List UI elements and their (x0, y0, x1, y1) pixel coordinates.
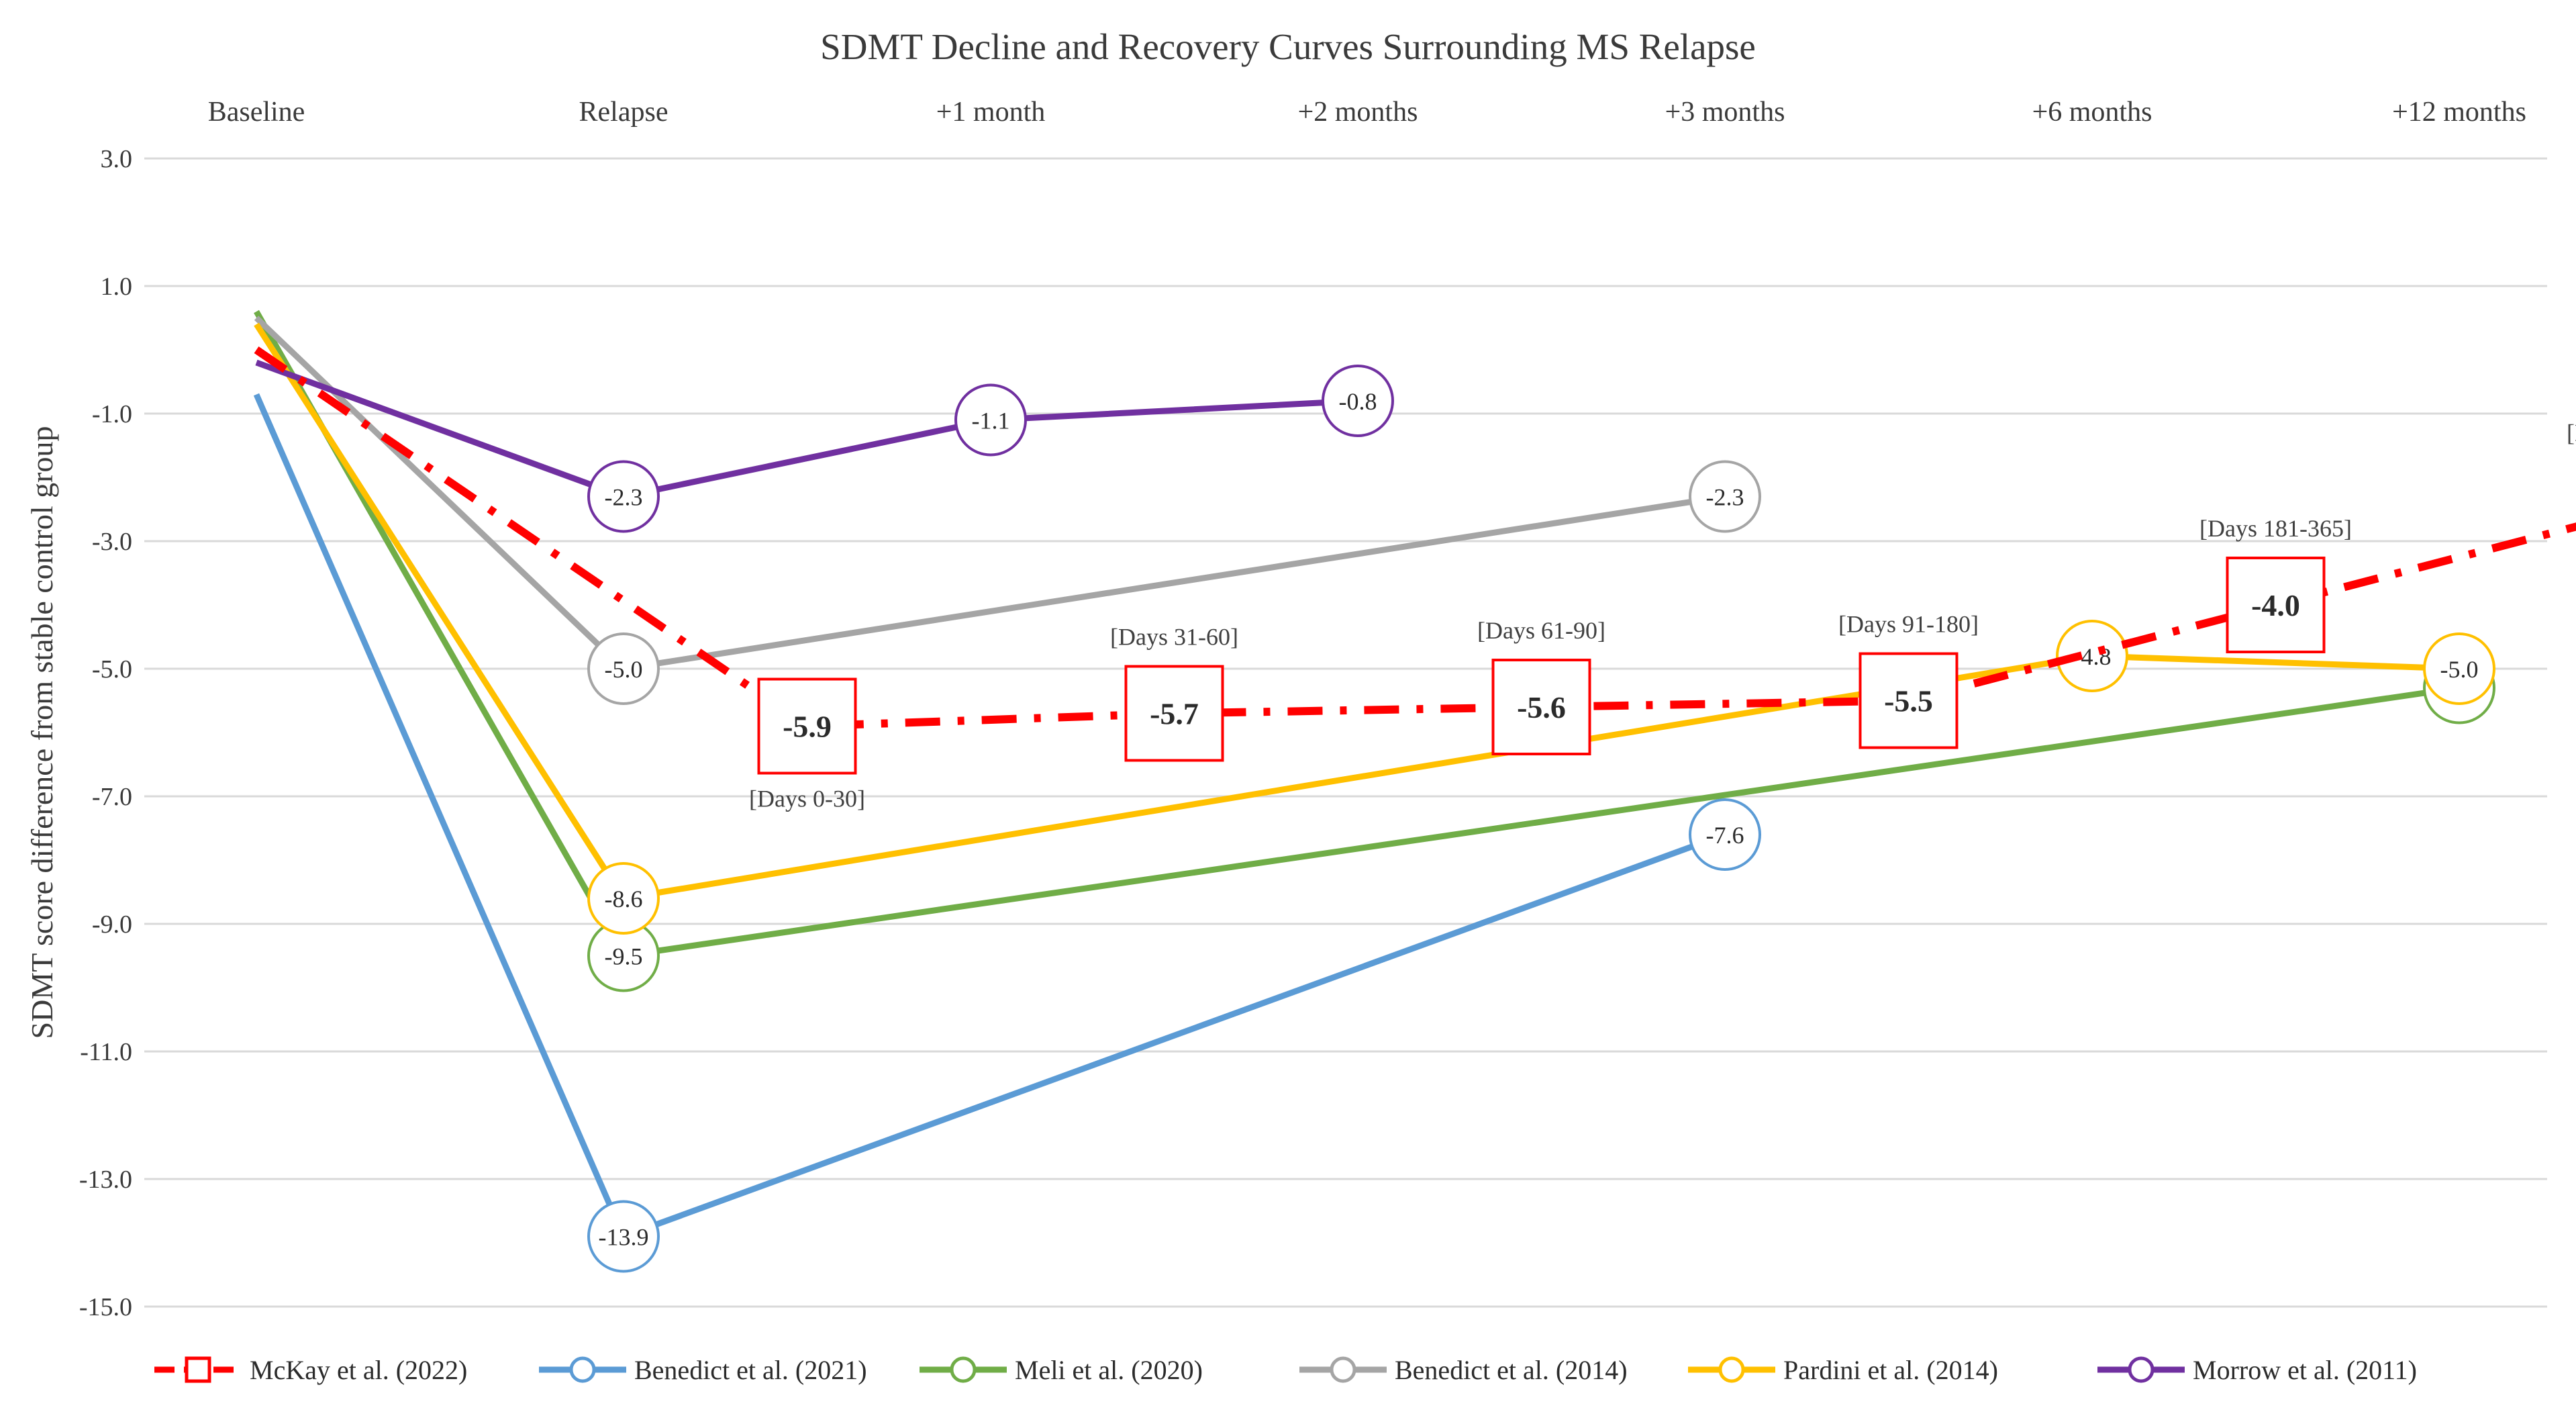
legend-label: Benedict et al. (2014) (1395, 1355, 1628, 1385)
data-label: -5.6 (1517, 690, 1566, 724)
y-tick-label: -9.0 (92, 910, 132, 939)
legend-label: McKay et al. (2022) (250, 1355, 467, 1385)
data-point-marker (1689, 460, 1761, 533)
series-morrow-et-al-2011: -2.3 -1.1 -0.8 (255, 359, 1394, 533)
data-point-marker (954, 383, 1027, 457)
series-line (255, 359, 1358, 500)
days-annotation: [Days 0-30] (749, 786, 865, 812)
data-label: -5.9 (783, 710, 832, 744)
days-annotation: [Days 91-180] (1838, 611, 1979, 638)
legend-item-benedict-et-al-2014: Benedict et al. (2014) (1299, 1355, 1628, 1385)
y-tick-label: -11.0 (80, 1038, 132, 1066)
y-tick-label: -15.0 (79, 1293, 132, 1321)
data-label: -4.0 (2251, 588, 2300, 622)
legend-label: Pardini et al. (2014) (1783, 1355, 1998, 1385)
data-label: -8.6 (605, 886, 643, 912)
data-label: -7.6 (1706, 822, 1744, 849)
legend-swatch-marker (1718, 1356, 1745, 1383)
data-point-marker (1491, 659, 1591, 755)
legend-item-morrow-et-al-2011: Morrow et al. (2011) (2097, 1355, 2417, 1385)
days-annotation: [Days 61-90] (1477, 617, 1605, 644)
category-label-baseline: Baseline (208, 97, 305, 128)
data-label: -9.5 (605, 943, 643, 970)
y-tick-label: -7.0 (92, 783, 132, 811)
y-tick-label: -5.0 (92, 655, 132, 684)
category-label-6-months: +6 months (2032, 97, 2152, 128)
legend-swatch-marker (1330, 1356, 1356, 1383)
category-labels: Baseline Relapse +1 month +2 months +3 month… (208, 97, 2526, 128)
legend-label: Meli et al. (2020) (1015, 1355, 1203, 1385)
y-tick-labels: 3.0 1.0 -1.0 -3.0 -5.0 -7.0 -9.0 -11.0 -13.0 -15.… (79, 145, 132, 1321)
data-label: -1.1 (972, 408, 1010, 434)
y-axis-label: SDMT score difference from stable contro… (25, 426, 59, 1039)
chart-title: SDMT Decline and Recovery Curves Surroun… (820, 26, 1756, 67)
data-point-marker (1124, 665, 1224, 762)
data-label: -2.3 (605, 484, 643, 511)
y-tick-label: 3.0 (101, 145, 133, 173)
category-label-1-month: +1 month (936, 97, 1046, 128)
legend-swatch-marker (569, 1356, 596, 1383)
data-point-marker (757, 677, 857, 775)
data-point-marker (2423, 632, 2495, 705)
data-label: -5.0 (605, 656, 643, 683)
series-benedict-et-al-2014: -5.0 -2.3 (254, 316, 1761, 705)
data-label: -0.8 (1339, 388, 1377, 415)
series-benedict-et-al-2021: -13.9 -7.6 (253, 393, 1761, 1273)
legend-item-meli-et-al-2020: Meli et al. (2020) (920, 1355, 1203, 1385)
grid-layer (144, 157, 2547, 1308)
category-label-3-months: +3 months (1665, 97, 1785, 128)
legend-item-benedict-et-al-2021: Benedict et al. (2021) (539, 1355, 867, 1385)
legend-item-mckay-et-al-2022: McKay et al. (2022) (154, 1355, 467, 1385)
legend-label: Benedict et al. (2021) (634, 1355, 867, 1385)
data-point-marker (2056, 620, 2128, 692)
data-point-marker (1689, 798, 1761, 871)
data-label: -5.5 (1884, 684, 1933, 718)
days-annotation: [Days 181-365] (2199, 515, 2352, 542)
data-point-marker (1859, 652, 1959, 749)
category-label-relapse: Relapse (579, 97, 668, 128)
series-layer: -13.9-7.6-9.5-5.3-5.0-2.3-8.6-4.8-5.0-2.… (253, 310, 2576, 1273)
y-tick-label: 1.0 (101, 273, 133, 301)
legend-label: Morrow et al. (2011) (2193, 1355, 2417, 1385)
days-annotation: [Days 31-60] (1110, 624, 1238, 651)
legend-swatch-marker (2128, 1356, 2154, 1383)
category-label-12-months: +12 months (2392, 97, 2526, 128)
data-point-marker (587, 460, 660, 533)
legend-swatch-marker (950, 1356, 977, 1383)
data-point-marker (587, 632, 660, 705)
days-annotation: [Days 366-550] (2567, 420, 2576, 446)
data-point-marker (1322, 365, 1394, 437)
legend-item-pardini-et-al-2014: Pardini et al. (2014) (1688, 1355, 1998, 1385)
y-tick-label: -3.0 (92, 528, 132, 556)
legend-swatch-marker (185, 1356, 211, 1383)
series-line (254, 322, 2460, 902)
data-point-marker (2226, 557, 2326, 653)
data-point-marker (587, 862, 660, 935)
legend: McKay et al. (2022) Benedict et al. (2021… (154, 1355, 2417, 1385)
data-label: -2.3 (1706, 484, 1744, 511)
category-label-2-months: +2 months (1298, 97, 1418, 128)
data-point-marker (587, 1200, 660, 1273)
y-tick-label: -13.0 (79, 1166, 132, 1194)
data-label: -13.9 (599, 1224, 649, 1251)
data-label: -5.0 (2440, 656, 2479, 683)
series-pardini-et-al-2014: -8.6-4.8 -5.0 (254, 322, 2495, 935)
data-label: -5.7 (1150, 697, 1199, 731)
series-mckay-et-al-2022: -5.9 [Days 0-30] -5.7 [Days 31-60] -5.6 [Days… (254, 346, 2576, 812)
y-tick-label: -1.0 (92, 400, 132, 428)
